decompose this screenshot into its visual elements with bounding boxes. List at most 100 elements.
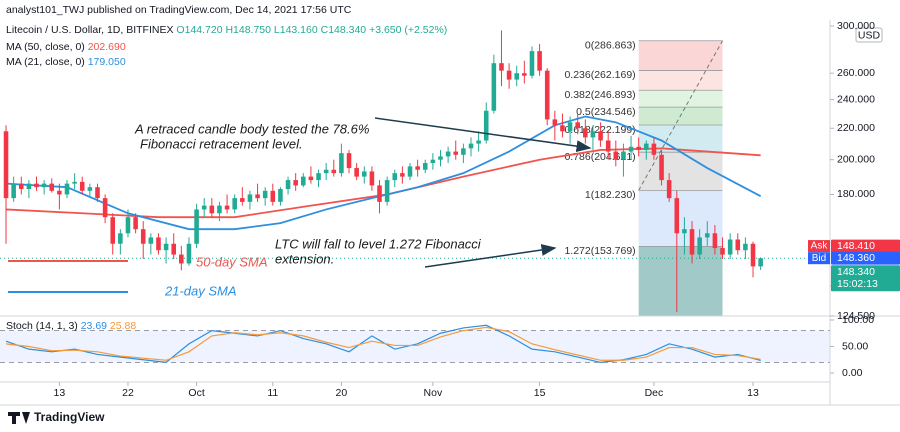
candle-body — [125, 217, 131, 234]
candle-body — [240, 198, 245, 202]
candle-body — [720, 248, 725, 255]
candle-body — [255, 194, 260, 199]
candle-body — [445, 151, 451, 157]
candle-body — [171, 243, 177, 255]
y-tick-label: 200.000 — [837, 153, 875, 165]
candle-body — [331, 169, 337, 174]
candle-body — [674, 198, 680, 234]
stoch-tick-label: 0.00 — [842, 367, 863, 379]
x-tick-label: 15 — [534, 387, 546, 399]
candle-body — [18, 183, 24, 189]
x-tick-label: 13 — [54, 387, 66, 399]
candle-body — [415, 166, 420, 170]
plot-area: 0(286.863) 0.236(262.169) 0.382(246.893) 0.… — [0, 30, 830, 364]
ma50-legend: MA (50, close, 0) 202.690 — [6, 41, 126, 53]
currency: USD — [858, 29, 881, 41]
candle-body — [339, 153, 344, 174]
y-tick-label: 124.500 — [837, 310, 875, 322]
candle-body — [133, 217, 138, 230]
candle-body — [560, 125, 565, 132]
candle-body — [316, 173, 321, 181]
stoch-legend: Stoch (14, 1, 3) 23.69 25.88 — [6, 320, 136, 332]
candle-body — [636, 146, 641, 150]
fib-label: 0.5(234.546) — [576, 106, 636, 118]
candle-body — [377, 185, 382, 202]
x-tick-label: 20 — [336, 387, 348, 399]
y-tick-label: 240.000 — [837, 93, 875, 105]
candle-body — [743, 243, 748, 251]
candle-body — [727, 239, 733, 255]
ma50-value: 202.690 — [88, 41, 126, 53]
candle-body — [750, 243, 756, 267]
candle-body — [438, 156, 443, 160]
y-tick-label: 180.000 — [837, 188, 875, 200]
candle-body — [209, 205, 215, 214]
candle-body — [628, 146, 634, 152]
bid-box — [831, 251, 900, 265]
candle-body — [102, 198, 108, 218]
header-line: Litecoin / U.S. Dollar, 1D, BITFINEX O14… — [6, 24, 447, 36]
candle-body — [590, 131, 596, 138]
candle-body — [87, 187, 93, 191]
candle-body — [605, 140, 611, 152]
candle-body — [118, 233, 123, 244]
candle-body — [583, 128, 588, 138]
candle-body — [346, 153, 352, 169]
candle-body — [95, 187, 100, 199]
x-tick-label: Dec — [645, 387, 664, 399]
ma-line — [5, 115, 762, 231]
candle-body — [217, 205, 222, 214]
candle-body — [689, 229, 695, 255]
candle-body — [49, 183, 55, 191]
candle-body — [651, 143, 657, 155]
candle-body — [697, 237, 702, 255]
candle-body — [384, 180, 390, 202]
candle-body — [34, 183, 39, 188]
candle-body — [156, 237, 161, 251]
candle-body — [79, 181, 85, 191]
candle-body — [41, 183, 47, 188]
candle-body — [506, 70, 512, 80]
candle-body — [453, 151, 459, 155]
stoch-name: Stoch (14, 1, 3) — [6, 320, 78, 332]
candle-body — [621, 151, 626, 160]
candle-body — [270, 190, 276, 202]
candle-body — [644, 143, 649, 150]
candle-body — [544, 70, 550, 120]
ask-tag — [808, 240, 830, 253]
candle-body — [186, 243, 192, 264]
x-tick-label: 11 — [267, 387, 278, 399]
stoch-tick-label: 50.00 — [842, 340, 868, 352]
candle-body — [262, 190, 268, 199]
ma21-name: MA (21, close, 0) — [6, 56, 85, 68]
bid-name: Bid — [812, 253, 826, 264]
ma21-legend: MA (21, close, 0) 179.050 — [6, 56, 126, 68]
candle-body — [354, 168, 359, 177]
candle-body — [575, 122, 580, 129]
x-tick-label: 13 — [747, 387, 759, 399]
candle-body — [293, 180, 298, 186]
candle-body — [148, 237, 154, 244]
candle-body — [361, 171, 367, 177]
ma21-value: 179.050 — [88, 56, 126, 68]
annotation: LTC will fall to level 1.272 Fibonacci — [275, 236, 482, 251]
y-tick-label: 220.000 — [837, 122, 875, 134]
footer: TradingView — [34, 410, 105, 424]
candle-body — [735, 239, 741, 251]
candle-body — [613, 151, 619, 160]
change: +3.650 (+2.52%) — [369, 24, 447, 36]
x-tick-label: Nov — [424, 387, 443, 399]
candle-body — [430, 159, 436, 164]
fib-band — [638, 152, 723, 191]
candle-body — [483, 110, 489, 141]
annotation: extension. — [275, 251, 334, 266]
symbol: Litecoin / U.S. Dollar, 1D, BITFINEX — [6, 24, 173, 36]
candle-body — [247, 194, 253, 202]
currency-badge — [855, 27, 883, 43]
fib-label: 1(182.230) — [585, 189, 636, 201]
candle-body — [285, 180, 291, 189]
candle-body — [224, 205, 230, 210]
candle-body — [26, 183, 32, 189]
fib-label: 0.236(262.169) — [564, 69, 635, 81]
candle-body — [3, 131, 9, 199]
